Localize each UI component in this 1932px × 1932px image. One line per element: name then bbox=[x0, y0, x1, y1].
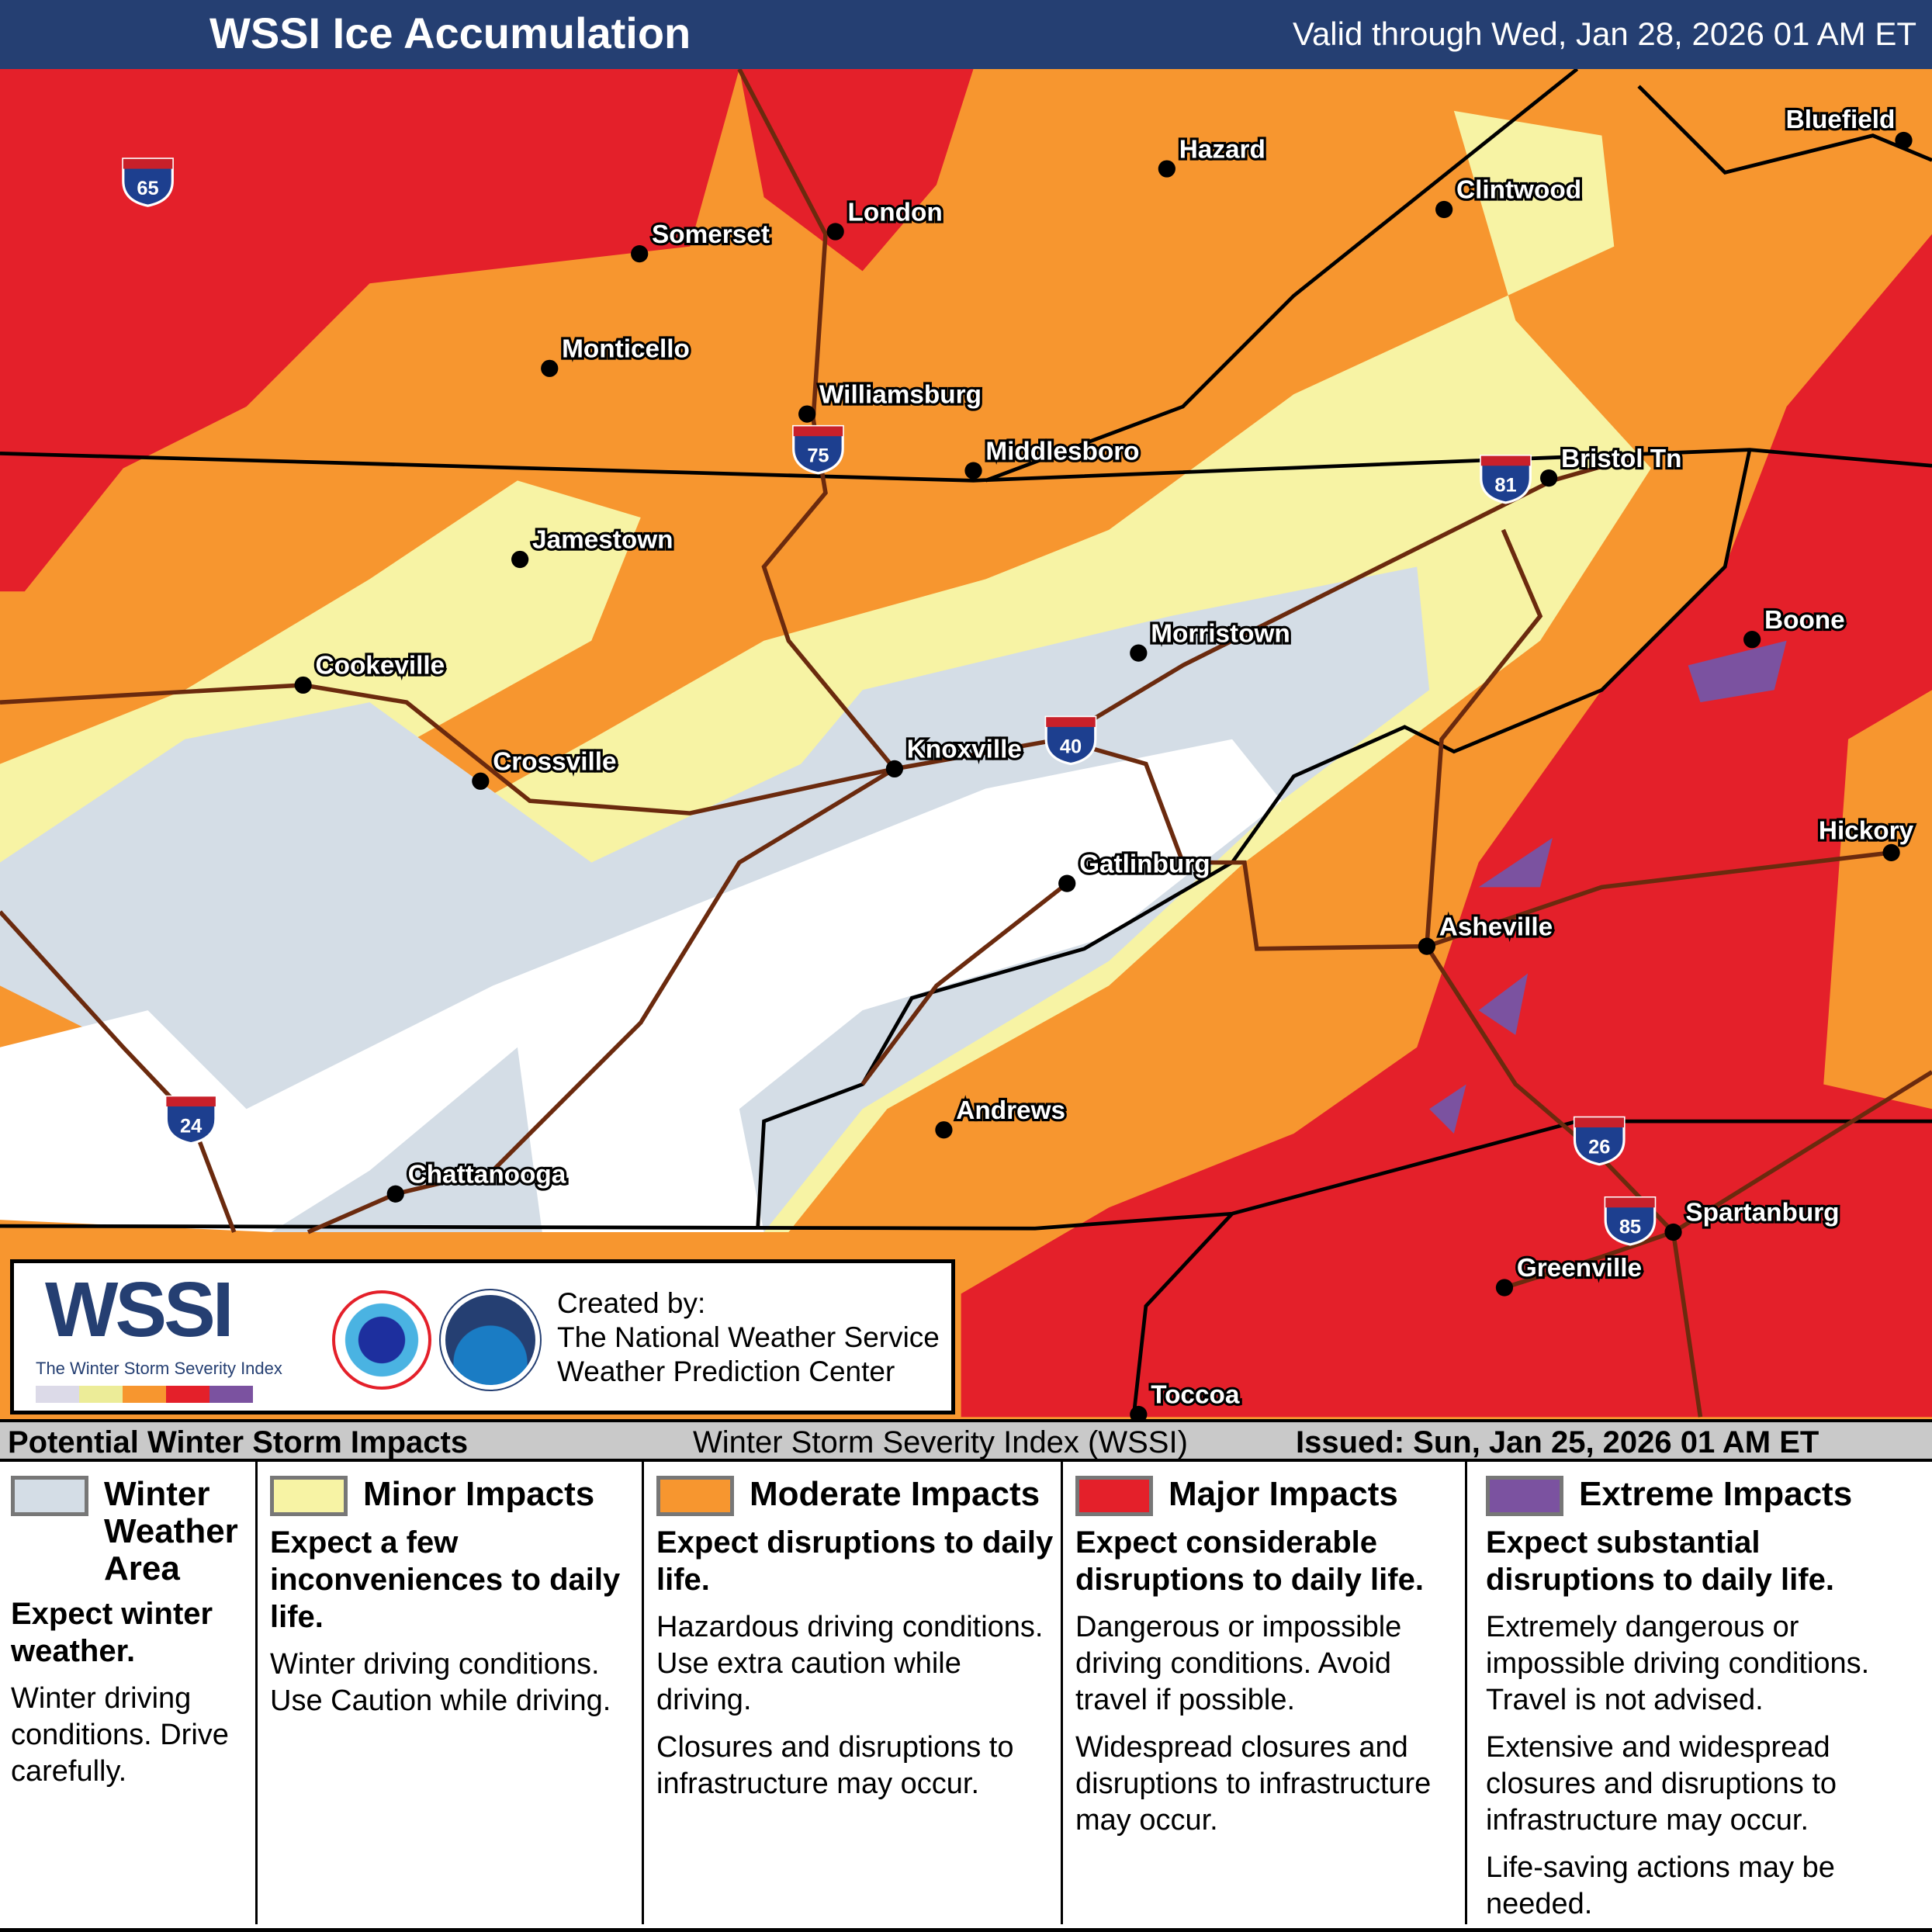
swatch-minor bbox=[270, 1476, 348, 1516]
svg-text:Jamestown: Jamestown bbox=[532, 526, 673, 555]
svg-text:Greenville: Greenville bbox=[1517, 1254, 1642, 1283]
city-asheville: Asheville bbox=[1418, 910, 1555, 955]
swatch-winter bbox=[11, 1476, 88, 1516]
state-borders bbox=[0, 68, 1932, 1418]
org-nws: The National Weather Service bbox=[557, 1321, 940, 1353]
major-area-north bbox=[739, 68, 974, 272]
swatch-extreme bbox=[1486, 1476, 1563, 1516]
city-andrews: Andrews bbox=[935, 1094, 1068, 1139]
legend-bar: Potential Winter Storm Impacts Winter St… bbox=[0, 1419, 1932, 1462]
wssi-subtitle: The Winter Storm Severity Index bbox=[36, 1359, 282, 1378]
highways bbox=[0, 68, 1932, 1418]
major-area-northwest bbox=[0, 68, 739, 592]
swatch-major bbox=[1075, 1476, 1153, 1516]
swatch-moderate bbox=[656, 1476, 734, 1516]
city-middlesboro: Middlesboro bbox=[964, 435, 1142, 480]
city-gatlinburg: Gatlinburg bbox=[1058, 847, 1213, 892]
org-wpc: Weather Prediction Center bbox=[557, 1356, 895, 1387]
city-williamsburg: Williamsburg bbox=[798, 378, 984, 423]
legend-extreme: Extreme Impacts Expect substantial disru… bbox=[1465, 1462, 1932, 1924]
interstate-24-shield-icon: 24 bbox=[164, 1095, 217, 1145]
svg-text:Asheville: Asheville bbox=[1439, 912, 1553, 941]
city-boone: Boone bbox=[1743, 604, 1847, 649]
svg-text:Clintwood: Clintwood bbox=[1456, 176, 1581, 205]
svg-text:Hickory: Hickory bbox=[1819, 816, 1914, 845]
svg-text:Gatlinburg: Gatlinburg bbox=[1079, 850, 1210, 878]
city-morristown: Morristown bbox=[1130, 617, 1293, 662]
wssi-color-bar bbox=[36, 1386, 253, 1403]
svg-text:Monticello: Monticello bbox=[562, 335, 690, 364]
noaa-logo-icon bbox=[439, 1289, 542, 1391]
city-hickory: Hickory bbox=[1816, 814, 1916, 862]
interstate-65-shield-icon: 65 bbox=[122, 158, 174, 207]
legend-moderate: Moderate Impacts Expect disruptions to d… bbox=[642, 1462, 1061, 1924]
svg-text:65: 65 bbox=[137, 178, 158, 199]
interstate-26-shield-icon: 26 bbox=[1573, 1116, 1626, 1166]
city-cookeville: Cookeville bbox=[294, 649, 447, 694]
svg-text:Hazard: Hazard bbox=[1179, 135, 1265, 164]
no-impact-area bbox=[0, 739, 1282, 1233]
city-monticello: Monticello bbox=[541, 332, 692, 377]
city-greenville: Greenville bbox=[1495, 1252, 1644, 1297]
legend-major: Major Impacts Expect considerable disrup… bbox=[1061, 1462, 1465, 1924]
city-chattanooga: Chattanooga bbox=[386, 1158, 569, 1203]
city-spartanburg: Spartanburg bbox=[1664, 1196, 1842, 1241]
interstate-75-shield-icon: 75 bbox=[792, 424, 844, 475]
interstate-shields: 65 75 81 40 24 26 85 bbox=[122, 158, 1657, 1246]
city-bluefield: Bluefield bbox=[1783, 103, 1913, 150]
svg-text:Morristown: Morristown bbox=[1151, 619, 1290, 648]
city-knoxville: Knoxville bbox=[885, 732, 1024, 778]
wssi-logo: WSSI bbox=[45, 1266, 234, 1353]
svg-text:81: 81 bbox=[1494, 475, 1516, 497]
credits-box: WSSI The Winter Storm Severity Index Cre… bbox=[10, 1259, 955, 1414]
city-london: London bbox=[826, 196, 945, 241]
city-toccoa: Toccoa bbox=[1130, 1379, 1242, 1424]
legend-title: Potential Winter Storm Impacts bbox=[8, 1425, 469, 1459]
header: WSSI Ice Accumulation Valid through Wed,… bbox=[0, 0, 1932, 69]
svg-text:Andrews: Andrews bbox=[956, 1096, 1065, 1125]
svg-text:Boone: Boone bbox=[1764, 606, 1845, 635]
city-markers: Hazard Bluefield Clintwood London Somers… bbox=[294, 103, 1916, 1424]
nws-logo-icon bbox=[332, 1290, 431, 1390]
svg-text:Bristol Tn: Bristol Tn bbox=[1561, 445, 1682, 473]
interstate-40-shield-icon: 40 bbox=[1044, 715, 1097, 766]
interstate-85-shield-icon: 85 bbox=[1604, 1196, 1657, 1246]
svg-text:40: 40 bbox=[1060, 736, 1082, 757]
city-somerset: Somerset bbox=[631, 218, 772, 263]
city-crossville: Crossville bbox=[472, 745, 619, 790]
svg-text:Knoxville: Knoxville bbox=[907, 736, 1022, 764]
svg-text:Williamsburg: Williamsburg bbox=[819, 380, 982, 409]
svg-text:London: London bbox=[848, 198, 943, 227]
svg-text:Middlesboro: Middlesboro bbox=[985, 437, 1139, 466]
city-clintwood: Clintwood bbox=[1435, 173, 1584, 219]
map-title: WSSI Ice Accumulation bbox=[209, 9, 691, 57]
svg-text:Cookeville: Cookeville bbox=[316, 652, 445, 680]
legend-minor: Minor Impacts Expect a few inconvenience… bbox=[255, 1462, 642, 1924]
svg-text:26: 26 bbox=[1588, 1136, 1610, 1158]
svg-text:Bluefield: Bluefield bbox=[1786, 106, 1896, 134]
svg-text:75: 75 bbox=[807, 445, 829, 467]
city-hazard: Hazard bbox=[1158, 133, 1268, 178]
issued-time: Issued: Sun, Jan 25, 2026 01 AM ET bbox=[1296, 1425, 1819, 1459]
legend-winter: Winter Weather Area Expect winter weathe… bbox=[11, 1475, 238, 1788]
svg-text:Toccoa: Toccoa bbox=[1151, 1381, 1240, 1410]
svg-text:Somerset: Somerset bbox=[652, 220, 770, 249]
city-jamestown: Jamestown bbox=[511, 523, 676, 569]
created-by-label: Created by: bbox=[557, 1287, 706, 1319]
svg-text:Chattanooga: Chattanooga bbox=[408, 1160, 566, 1189]
svg-text:Crossville: Crossville bbox=[493, 748, 616, 777]
index-name: Winter Storm Severity Index (WSSI) bbox=[693, 1425, 1188, 1459]
svg-text:Spartanburg: Spartanburg bbox=[1685, 1199, 1839, 1227]
interstate-81-shield-icon: 81 bbox=[1480, 454, 1532, 504]
svg-text:85: 85 bbox=[1619, 1217, 1641, 1238]
svg-text:24: 24 bbox=[180, 1115, 202, 1137]
impact-legend: Winter Weather Area Expect winter weathe… bbox=[0, 1462, 1932, 1932]
city-bristol: Bristol Tn bbox=[1540, 442, 1684, 487]
valid-time: Valid through Wed, Jan 28, 2026 01 AM ET bbox=[1293, 16, 1916, 52]
